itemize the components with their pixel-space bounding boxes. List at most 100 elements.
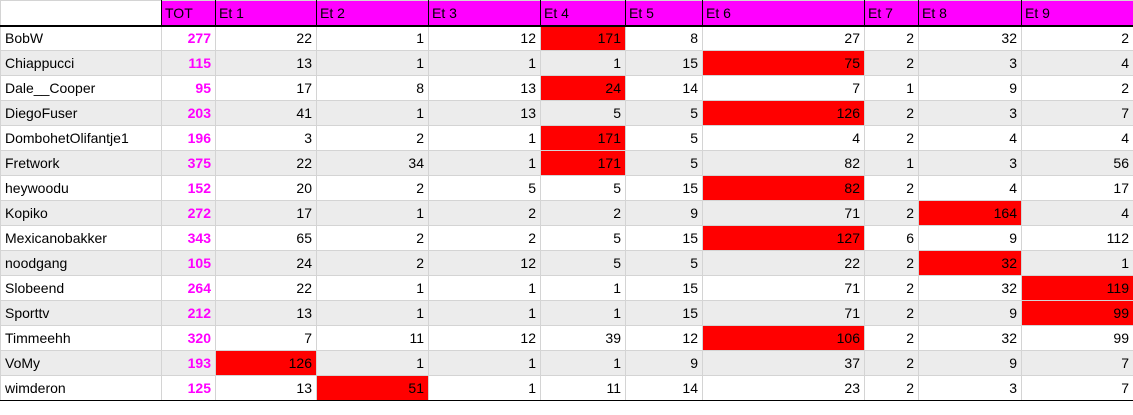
- stage-score-cell[interactable]: 4: [918, 125, 1022, 151]
- stage-score-cell[interactable]: 2: [316, 125, 429, 151]
- stage-score-cell[interactable]: 1: [864, 75, 919, 101]
- stage-score-cell[interactable]: 56: [1021, 150, 1133, 176]
- stage-score-cell[interactable]: 1: [1021, 250, 1133, 276]
- player-name-cell[interactable]: Mexicanobakker: [0, 225, 162, 251]
- stage-score-cell[interactable]: 14: [625, 375, 703, 401]
- total-cell[interactable]: 212: [161, 300, 216, 326]
- stage-score-cell-highlighted[interactable]: 171: [540, 125, 626, 151]
- total-cell[interactable]: 115: [161, 50, 216, 76]
- stage-score-cell[interactable]: 11: [540, 375, 626, 401]
- stage-score-cell[interactable]: 22: [215, 150, 317, 176]
- total-cell[interactable]: 193: [161, 350, 216, 376]
- total-cell[interactable]: 203: [161, 100, 216, 126]
- stage-score-cell[interactable]: 1: [540, 300, 626, 326]
- player-name-cell[interactable]: noodgang: [0, 250, 162, 276]
- stage-score-cell[interactable]: 1: [428, 150, 541, 176]
- stage-score-cell-highlighted[interactable]: 75: [702, 50, 865, 76]
- stage-score-cell[interactable]: 9: [918, 75, 1022, 101]
- stage-score-cell[interactable]: 1: [428, 275, 541, 301]
- header-tot[interactable]: TOT: [161, 0, 216, 27]
- stage-score-cell[interactable]: 22: [215, 275, 317, 301]
- stage-score-cell[interactable]: 1: [428, 50, 541, 76]
- stage-score-cell[interactable]: 2: [316, 225, 429, 251]
- header-et-7[interactable]: Et 7: [864, 0, 919, 27]
- stage-score-cell[interactable]: 1: [316, 25, 429, 51]
- stage-score-cell-highlighted[interactable]: 126: [702, 100, 865, 126]
- stage-score-cell[interactable]: 4: [702, 125, 865, 151]
- stage-score-cell[interactable]: 39: [540, 325, 626, 351]
- stage-score-cell[interactable]: 5: [625, 100, 703, 126]
- stage-score-cell[interactable]: 32: [918, 25, 1022, 51]
- stage-score-cell[interactable]: 3: [918, 50, 1022, 76]
- stage-score-cell[interactable]: 34: [316, 150, 429, 176]
- stage-score-cell[interactable]: 13: [215, 50, 317, 76]
- stage-score-cell[interactable]: 13: [428, 100, 541, 126]
- stage-score-cell[interactable]: 14: [625, 75, 703, 101]
- stage-score-cell-highlighted[interactable]: 106: [702, 325, 865, 351]
- stage-score-cell[interactable]: 1: [540, 50, 626, 76]
- stage-score-cell[interactable]: 65: [215, 225, 317, 251]
- stage-score-cell[interactable]: 17: [215, 200, 317, 226]
- stage-score-cell[interactable]: 1: [316, 350, 429, 376]
- stage-score-cell[interactable]: 7: [1021, 375, 1133, 401]
- stage-score-cell[interactable]: 5: [540, 175, 626, 201]
- stage-score-cell[interactable]: 8: [316, 75, 429, 101]
- stage-score-cell[interactable]: 9: [918, 350, 1022, 376]
- stage-score-cell[interactable]: 1: [428, 375, 541, 401]
- stage-score-cell[interactable]: 24: [215, 250, 317, 276]
- stage-score-cell[interactable]: 41: [215, 100, 317, 126]
- header-et-1[interactable]: Et 1: [215, 0, 317, 27]
- stage-score-cell[interactable]: 2: [864, 25, 919, 51]
- stage-score-cell[interactable]: 2: [316, 250, 429, 276]
- stage-score-cell[interactable]: 71: [702, 300, 865, 326]
- stage-score-cell[interactable]: 9: [918, 225, 1022, 251]
- stage-score-cell[interactable]: 1: [316, 300, 429, 326]
- total-cell[interactable]: 95: [161, 75, 216, 101]
- stage-score-cell[interactable]: 11: [316, 325, 429, 351]
- player-name-cell[interactable]: wimderon: [0, 375, 162, 401]
- stage-score-cell[interactable]: 9: [918, 300, 1022, 326]
- stage-score-cell-highlighted[interactable]: 99: [1021, 300, 1133, 326]
- stage-score-cell[interactable]: 27: [702, 25, 865, 51]
- player-name-cell[interactable]: Slobeend: [0, 275, 162, 301]
- stage-score-cell[interactable]: 112: [1021, 225, 1133, 251]
- stage-score-cell[interactable]: 17: [215, 75, 317, 101]
- stage-score-cell-highlighted[interactable]: 32: [918, 250, 1022, 276]
- stage-score-cell[interactable]: 20: [215, 175, 317, 201]
- stage-score-cell[interactable]: 2: [864, 50, 919, 76]
- stage-score-cell[interactable]: 12: [428, 325, 541, 351]
- stage-score-cell[interactable]: 7: [215, 325, 317, 351]
- stage-score-cell[interactable]: 2: [864, 300, 919, 326]
- player-name-cell[interactable]: Chiappucci: [0, 50, 162, 76]
- total-cell[interactable]: 105: [161, 250, 216, 276]
- header-et-8[interactable]: Et 8: [918, 0, 1022, 27]
- stage-score-cell[interactable]: 9: [625, 350, 703, 376]
- stage-score-cell[interactable]: 4: [1021, 125, 1133, 151]
- stage-score-cell[interactable]: 3: [918, 100, 1022, 126]
- stage-score-cell[interactable]: 12: [428, 250, 541, 276]
- stage-score-cell[interactable]: 22: [702, 250, 865, 276]
- stage-score-cell[interactable]: 7: [1021, 350, 1133, 376]
- player-name-cell[interactable]: DiegoFuser: [0, 100, 162, 126]
- stage-score-cell[interactable]: 15: [625, 225, 703, 251]
- stage-score-cell[interactable]: 71: [702, 275, 865, 301]
- stage-score-cell[interactable]: 32: [918, 325, 1022, 351]
- stage-score-cell[interactable]: 1: [428, 300, 541, 326]
- stage-score-cell[interactable]: 2: [864, 200, 919, 226]
- stage-score-cell[interactable]: 2: [864, 375, 919, 401]
- stage-score-cell[interactable]: 4: [1021, 200, 1133, 226]
- stage-score-cell[interactable]: 4: [918, 175, 1022, 201]
- stage-score-cell[interactable]: 7: [702, 75, 865, 101]
- stage-score-cell[interactable]: 37: [702, 350, 865, 376]
- stage-score-cell[interactable]: 2: [864, 325, 919, 351]
- total-cell[interactable]: 264: [161, 275, 216, 301]
- stage-score-cell[interactable]: 1: [540, 350, 626, 376]
- stage-score-cell-highlighted[interactable]: 164: [918, 200, 1022, 226]
- player-name-cell[interactable]: Kopiko: [0, 200, 162, 226]
- player-name-cell[interactable]: Sporttv: [0, 300, 162, 326]
- total-cell[interactable]: 320: [161, 325, 216, 351]
- stage-score-cell-highlighted[interactable]: 171: [540, 150, 626, 176]
- stage-score-cell[interactable]: 15: [625, 175, 703, 201]
- header-et-5[interactable]: Et 5: [625, 0, 703, 27]
- player-name-cell[interactable]: DombohetOlifantje1: [0, 125, 162, 151]
